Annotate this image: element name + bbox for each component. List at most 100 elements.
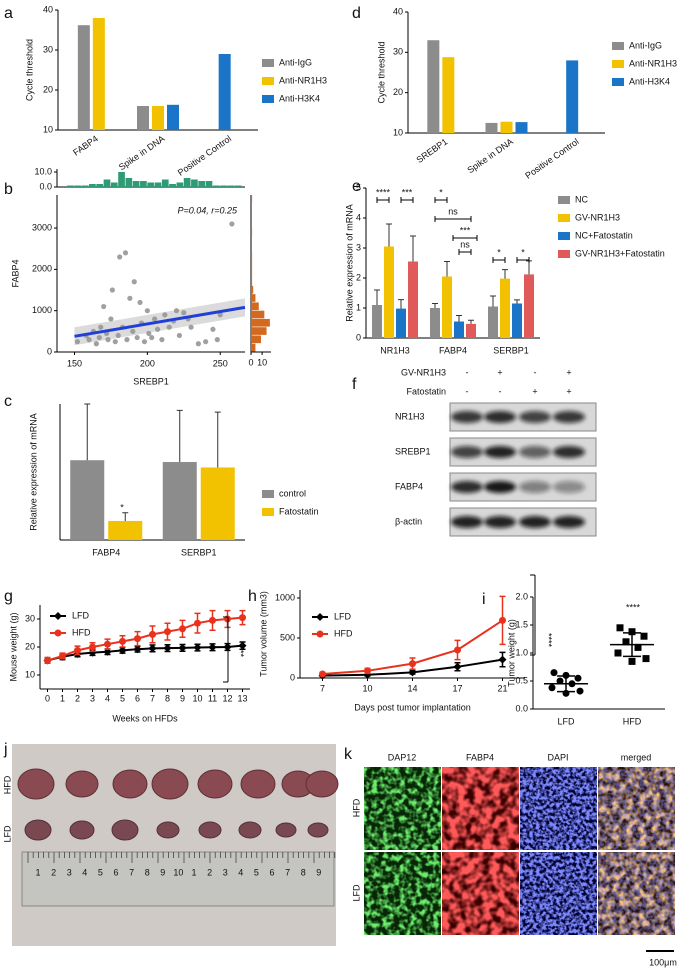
x-tick-label: LFD (557, 716, 575, 726)
ruler-number: 1 (191, 867, 196, 877)
blot-band (484, 446, 516, 458)
blot-band (553, 481, 585, 493)
ruler-number: 9 (160, 867, 165, 877)
y-tick-label: 2.0 (515, 591, 528, 601)
x-tick-label: Spike in DNA (117, 133, 167, 172)
ruler-number: 3 (223, 867, 228, 877)
y-axis-label: Tumor volume (mm3) (258, 591, 268, 677)
marker (622, 638, 630, 646)
marker (634, 643, 642, 651)
significance: *** (460, 225, 471, 235)
error-bar (432, 303, 438, 308)
bar (92, 18, 105, 130)
legend-label: LFD (72, 610, 90, 620)
point (149, 334, 155, 341)
ruler-number: 10 (173, 867, 183, 877)
error-bar (502, 269, 508, 279)
point (134, 334, 140, 341)
x-tick-label: 2 (75, 693, 80, 703)
legend-swatch (262, 508, 274, 516)
marker (454, 646, 461, 654)
bar (408, 261, 418, 338)
tumor (24, 819, 52, 841)
bar (466, 323, 476, 338)
tumor (275, 822, 297, 838)
y-tick-label: 0.0 (39, 181, 52, 191)
bar (430, 308, 440, 338)
tumor (198, 821, 222, 839)
point (173, 308, 180, 314)
bar (200, 467, 235, 540)
point (195, 341, 201, 347)
point (115, 332, 121, 339)
bar (524, 274, 534, 338)
hist-bar (67, 185, 74, 187)
blot-band (484, 411, 516, 423)
x-tick-label: 0 (45, 693, 50, 703)
ruler-number: 6 (113, 867, 118, 877)
x-tick-label: Positive Control (176, 133, 233, 177)
marker (628, 628, 636, 636)
legend-swatch (262, 59, 274, 67)
row-label: HFD (2, 775, 12, 794)
y-tick-label: 0 (290, 672, 295, 682)
marker (59, 652, 66, 660)
bar (218, 54, 231, 130)
significance: **** (544, 633, 554, 648)
error-bar (374, 289, 380, 305)
bar (396, 308, 406, 338)
bar (167, 104, 179, 130)
x-tick-label: 200 (140, 358, 155, 368)
hist-bar (81, 185, 89, 187)
x-tick-label: 12 (222, 693, 232, 703)
marker (316, 613, 324, 621)
blot-band (451, 411, 483, 423)
tumor (238, 821, 262, 839)
error-bar (122, 512, 129, 521)
hist-bar (176, 182, 184, 187)
y-tick-label: 20 (43, 84, 53, 94)
bar (515, 122, 528, 133)
point (144, 308, 150, 314)
panel-label: i (482, 591, 486, 608)
y-tick-label: 1000 (275, 592, 295, 602)
marker (453, 662, 462, 671)
significance: * (120, 502, 124, 512)
ruler-number: 1 (35, 867, 40, 877)
error-bar (84, 403, 91, 461)
hist-bar (147, 182, 155, 187)
legend-label: Anti-IgG (629, 40, 662, 50)
point (217, 312, 223, 318)
x-tick-label: 10 (362, 683, 372, 693)
x-tick-label: FABP4 (71, 133, 100, 157)
bar (485, 122, 498, 133)
y-tick-label: 30 (25, 613, 35, 623)
x-tick-label: Positive Control (523, 136, 580, 180)
marker (178, 643, 187, 652)
hist-bar (251, 261, 253, 269)
bar (488, 306, 498, 338)
marker (499, 616, 506, 624)
marker (642, 655, 650, 663)
legend-label: Anti-NR1H3 (279, 75, 327, 85)
hist-bar (154, 182, 162, 187)
marker (74, 646, 81, 654)
x-tick-label: SREBP1 (415, 136, 450, 165)
y-tick-label: 0.0 (515, 703, 528, 713)
error-bar (514, 299, 520, 304)
marker (616, 624, 624, 632)
y-tick-label: 20 (393, 87, 403, 97)
point (98, 324, 104, 330)
x-tick-label: 13 (237, 693, 247, 703)
x-tick-label: 250 (213, 358, 228, 368)
marker (164, 628, 171, 636)
legend-swatch (612, 42, 624, 50)
x-tick-label: 9 (180, 693, 185, 703)
marker (316, 630, 324, 638)
annotation: P=0.04, r=0.25 (177, 205, 238, 215)
marker (408, 668, 417, 677)
legend-swatch (612, 78, 624, 86)
ruler-number: 5 (98, 867, 103, 877)
ruler-number: 9 (316, 867, 321, 877)
sd-bar (557, 675, 575, 693)
